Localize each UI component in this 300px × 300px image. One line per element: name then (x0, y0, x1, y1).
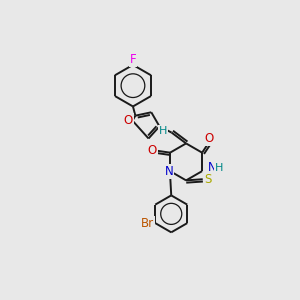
Text: H: H (214, 163, 223, 173)
Text: N: N (165, 165, 173, 178)
Text: S: S (204, 173, 212, 186)
Text: H: H (159, 126, 167, 136)
Text: F: F (130, 53, 136, 66)
Text: N: N (208, 161, 217, 174)
Text: O: O (205, 132, 214, 145)
Text: Br: Br (141, 217, 154, 230)
Text: O: O (124, 114, 133, 127)
Text: O: O (148, 144, 157, 157)
